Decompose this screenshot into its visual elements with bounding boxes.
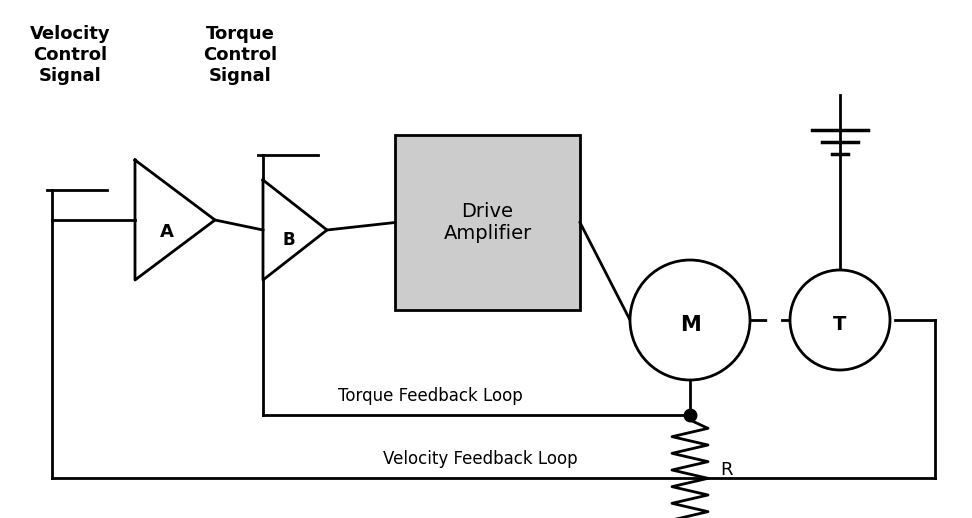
Text: R: R [720, 461, 733, 479]
Text: Velocity Feedback Loop: Velocity Feedback Loop [383, 450, 577, 468]
Text: Torque
Control
Signal: Torque Control Signal [203, 25, 277, 84]
Text: Velocity
Control
Signal: Velocity Control Signal [30, 25, 110, 84]
Text: M: M [679, 315, 701, 335]
FancyBboxPatch shape [395, 135, 580, 310]
Text: B: B [283, 231, 295, 249]
Circle shape [630, 260, 750, 380]
Circle shape [790, 270, 890, 370]
Text: T: T [833, 314, 847, 334]
Text: Torque Feedback Loop: Torque Feedback Loop [337, 387, 522, 405]
Text: A: A [160, 223, 174, 241]
Text: Drive
Amplifier: Drive Amplifier [443, 202, 532, 243]
